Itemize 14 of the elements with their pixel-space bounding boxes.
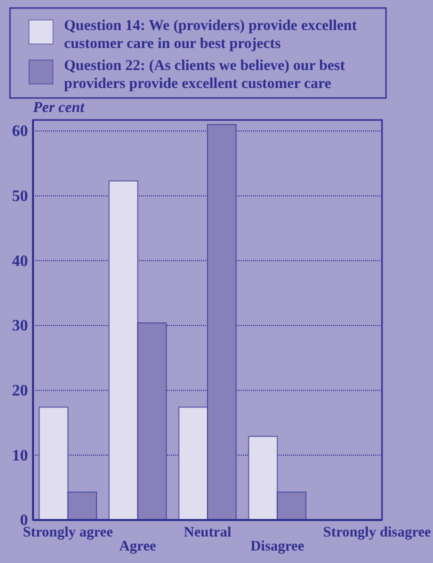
x-tick-label: Strongly agree bbox=[22, 524, 114, 541]
y-tick-label: 40 bbox=[12, 252, 28, 270]
x-tick-label: Strongly disagree bbox=[323, 524, 432, 541]
x-tick-label: Neutral bbox=[184, 524, 232, 541]
y-tick-label: 10 bbox=[12, 447, 28, 464]
y-tick-label: 20 bbox=[12, 382, 28, 400]
y-tick-label: 30 bbox=[12, 318, 28, 335]
legend-label: Question 14: We (providers) provide excellent customer care in our best projects bbox=[64, 18, 357, 52]
y-tick-label: 50 bbox=[12, 188, 28, 205]
y-axis-title: Per cent bbox=[33, 100, 86, 116]
y-tick-label: 60 bbox=[12, 123, 28, 140]
legend-label: Question 22: (As clients we believe) our best providers provide excellent customer care bbox=[64, 58, 345, 92]
x-tick-label: Disagree bbox=[250, 538, 305, 554]
x-tick-label: Agree bbox=[119, 538, 157, 554]
